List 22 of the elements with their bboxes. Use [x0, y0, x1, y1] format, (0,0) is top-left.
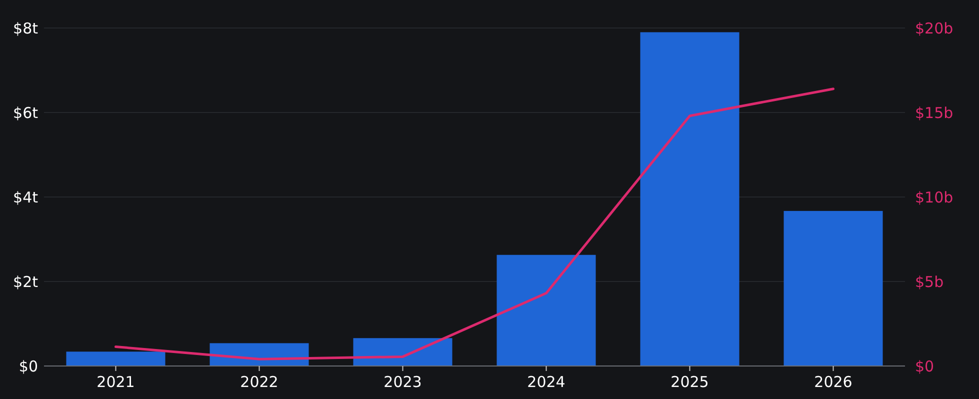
bar: [640, 32, 740, 366]
x-tick-label: 2021: [96, 373, 135, 391]
line-series: [114, 88, 834, 360]
y2-tick-label: $20b: [915, 19, 954, 38]
y-tick-label: $8t: [13, 19, 38, 38]
y2-tick-label: $5b: [915, 272, 944, 291]
bar: [496, 254, 596, 366]
x-tick-label: 2023: [384, 373, 422, 391]
y2-tick-label: $15b: [915, 104, 954, 122]
x-tick-label: 2025: [670, 373, 709, 391]
y-tick-label: $2t: [13, 272, 38, 291]
bar: [353, 338, 452, 366]
y-tick-label: $0: [18, 357, 38, 376]
y-tick-label: $4t: [13, 188, 38, 206]
y-tick-label: $6t: [13, 104, 38, 122]
bar: [784, 210, 883, 366]
x-tick-label: 2024: [527, 373, 566, 391]
y2-tick-label: $0: [915, 357, 934, 376]
y2-tick-label: $10b: [915, 188, 954, 206]
x-tick-label: 2026: [814, 373, 852, 391]
x-tick-label: 2022: [240, 373, 278, 391]
bar: [66, 352, 166, 366]
